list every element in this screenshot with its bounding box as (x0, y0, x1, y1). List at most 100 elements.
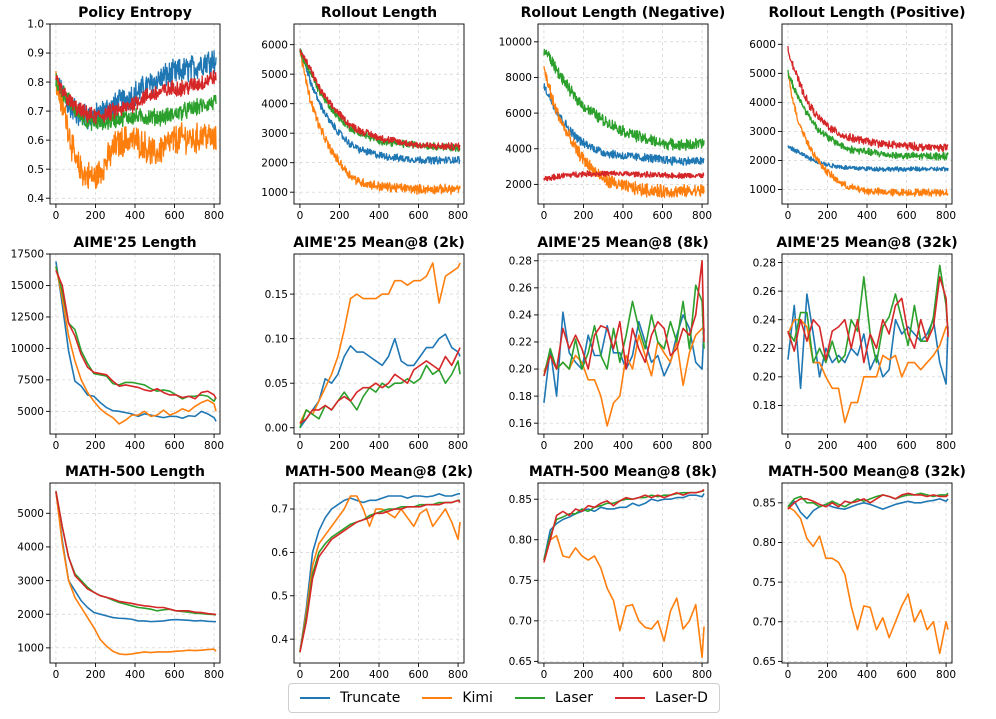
panel-math-500-length-ytick-label: 4000 (17, 542, 44, 554)
panel-math-500-mean-8-2k-xtick-label: 400 (369, 669, 389, 681)
panel-policy-entropy-series-group (55, 50, 217, 190)
panel-aime-25-mean-8-2k-ytick-label: 0.05 (265, 378, 288, 390)
panel-rollout-length-positive-xtick-label: 800 (936, 210, 956, 222)
panel-math-500-mean-8-2k-ytick-label: 0.6 (271, 547, 288, 559)
panel-aime-25-mean-8-32k-title: AIME'25 Mean@8 (32k) (776, 235, 957, 251)
panel-math-500-mean-8-2k-line-truncate (299, 493, 461, 653)
panel-rollout-length-negative-ytick-label: 2000 (505, 179, 532, 191)
panel-rollout-length-negative-ytick-label: 4000 (505, 143, 532, 155)
panel-aime-25-mean-8-8k-line-kimi (543, 327, 705, 427)
panel-policy-entropy-line-laser (55, 73, 217, 131)
panel-aime-25-mean-8-32k-xtick-label: 600 (897, 440, 917, 452)
panel-aime-25-mean-8-32k-line-laser-d (787, 276, 949, 364)
panel-math-500-mean-8-2k-ytick-label: 0.4 (271, 634, 288, 646)
panel-policy-entropy-frame (49, 23, 221, 205)
panel-policy-entropy-xtick-label: 200 (85, 210, 105, 222)
panel-aime-25-mean-8-2k-line-truncate (299, 333, 461, 429)
panel-aime-25-mean-8-2k-xtick-label: 400 (369, 440, 389, 452)
legend-swatch-laser (514, 697, 545, 699)
panel-rollout-length-positive-xtick-label: 0 (785, 210, 792, 222)
panel-math-500-mean-8-32k-xtick-label: 200 (817, 669, 837, 681)
panel-math-500-mean-8-2k-title: MATH-500 Mean@8 (2k) (285, 464, 473, 480)
panel-math-500-length-ytick-label: 2000 (17, 609, 44, 621)
panel-rollout-length-positive-xtick-label: 200 (817, 210, 837, 222)
panel-aime-25-length-xtick-label: 200 (85, 440, 105, 452)
panel-policy-entropy-ytick-label: 0.7 (27, 106, 44, 118)
panel-policy-entropy-xtick-label: 800 (204, 210, 224, 222)
legend-swatch-truncate (299, 697, 330, 699)
panel-math-500-length-xtick-label: 400 (125, 669, 145, 681)
panel-policy-entropy-ytick-label: 1.0 (27, 19, 44, 31)
panel-rollout-length-positive-ytick-label: 1000 (749, 184, 776, 196)
panel-math-500-mean-8-8k-ytick-label: 0.85 (509, 494, 532, 506)
panel-aime-25-mean-8-8k-ytick-label: 0.24 (509, 310, 533, 322)
panel-math-500-mean-8-2k-xtick-label: 600 (409, 669, 429, 681)
panel-aime-25-mean-8-8k-ytick-label: 0.20 (509, 364, 532, 376)
panel-rollout-length-negative-xtick-label: 200 (573, 210, 593, 222)
panel-policy-entropy: 0.4 0.5 0.6 0.7 0.8 0.9 1.0 0 200 400 600 800 Policy… (27, 5, 224, 222)
legend-label-kimi: Kimi (462, 690, 493, 706)
panel-math-500-mean-8-2k: 0.4 0.5 0.6 0.7 0 200 400 600 800 MATH-500 Mean@8… (271, 464, 473, 681)
panel-aime-25-length-line-laser-d (55, 270, 217, 400)
panel-aime-25-mean-8-2k-ytick-label: 0.00 (265, 422, 288, 434)
panel-math-500-mean-8-2k-xtick-label: 0 (297, 669, 304, 681)
panel-aime-25-length: 5000 7500 10000 12500 15000 17500 0 200 400 600 80… (11, 235, 224, 452)
panel-aime-25-mean-8-8k-xtick-label: 400 (613, 440, 633, 452)
panel-aime-25-length-frame (49, 253, 221, 435)
panel-rollout-length-ytick-label: 6000 (261, 39, 288, 51)
panel-rollout-length-negative-line-truncate (543, 83, 705, 166)
panel-rollout-length-negative-xtick-label: 0 (541, 210, 548, 222)
panel-math-500-mean-8-32k-series-group (787, 492, 949, 655)
panel-rollout-length-positive-ytick-label: 4000 (749, 97, 776, 109)
panel-rollout-length-line-truncate (299, 48, 461, 165)
panel-rollout-length-positive-line-kimi (787, 73, 949, 197)
panel-math-500-mean-8-8k-xtick-label: 600 (653, 669, 673, 681)
panel-aime-25-mean-8-8k-ytick-label: 0.26 (509, 283, 533, 295)
panel-math-500-mean-8-8k-xtick-label: 0 (541, 669, 548, 681)
panel-math-500-length-xtick-label: 800 (204, 669, 224, 681)
panel-math-500-mean-8-8k-title: MATH-500 Mean@8 (8k) (529, 464, 717, 480)
panel-aime-25-mean-8-32k-series-group (787, 264, 949, 424)
panel-math-500-mean-8-8k-line-laser (543, 490, 705, 561)
panel-math-500-length: 1000 2000 3000 4000 5000 0 200 400 600 800 MATH-50… (17, 464, 224, 681)
panel-policy-entropy-title: Policy Entropy (78, 5, 192, 21)
panel-math-500-length-frame (49, 482, 221, 664)
panel-math-500-mean-8-32k-ytick-label: 0.65 (753, 656, 776, 668)
panel-math-500-mean-8-8k-ytick-label: 0.75 (509, 575, 532, 587)
panel-rollout-length-xtick-label: 400 (369, 210, 389, 222)
panel-aime-25-mean-8-2k-xtick-label: 600 (409, 440, 429, 452)
panel-policy-entropy-line-laser-d (55, 69, 217, 125)
panel-math-500-mean-8-32k-ytick-label: 0.75 (753, 577, 776, 589)
panel-math-500-length-series-group (55, 491, 217, 656)
panel-rollout-length-line-kimi (299, 48, 461, 196)
panel-rollout-length-positive-xtick-label: 600 (897, 210, 917, 222)
panel-math-500-length-ytick-label: 1000 (17, 643, 44, 655)
panel-aime-25-length-series-group (55, 261, 217, 425)
panel-rollout-length-negative-ytick-label: 10000 (499, 37, 532, 49)
panel-aime-25-mean-8-32k-frame (781, 253, 953, 435)
panel-rollout-length-negative-line-laser (543, 48, 705, 151)
panel-rollout-length-positive-line-laser (787, 69, 949, 161)
panel-math-500-mean-8-32k-xtick-label: 600 (897, 669, 917, 681)
panel-aime-25-mean-8-32k: 0.18 0.20 0.22 0.24 0.26 0.28 0 200 400 600 800 AIM… (753, 235, 958, 452)
panel-math-500-mean-8-8k-ytick-label: 0.80 (509, 534, 532, 546)
panel-aime-25-mean-8-32k-ytick-label: 0.24 (753, 314, 777, 326)
panel-rollout-length-positive-title: Rollout Length (Positive) (768, 5, 965, 21)
panel-aime-25-mean-8-8k-ytick-label: 0.16 (509, 418, 533, 430)
panel-aime-25-mean-8-32k-ytick-label: 0.28 (753, 257, 776, 269)
figure-grid: 0.4 0.5 0.6 0.7 0.8 0.9 1.0 0 200 400 600 800 Policy… (11, 5, 966, 681)
panel-rollout-length-negative-line-kimi (543, 66, 705, 199)
panel-aime-25-length-ytick-label: 5000 (17, 406, 44, 418)
legend-swatch-laser-d (614, 697, 645, 699)
panel-math-500-mean-8-32k-title: MATH-500 Mean@8 (32k) (768, 464, 966, 480)
panel-math-500-length-line-truncate (55, 491, 217, 623)
panel-rollout-length-negative-xtick-label: 400 (613, 210, 633, 222)
panel-aime-25-mean-8-32k-ytick-label: 0.20 (753, 372, 776, 384)
panel-math-500-mean-8-32k-line-truncate (787, 498, 949, 520)
panel-aime-25-mean-8-8k-xtick-label: 0 (541, 440, 548, 452)
panel-math-500-mean-8-8k-line-truncate (543, 493, 705, 561)
panel-rollout-length-positive-ytick-label: 6000 (749, 39, 776, 51)
panel-aime-25-mean-8-2k-xtick-label: 200 (329, 440, 349, 452)
panel-aime-25-mean-8-32k-xtick-label: 0 (785, 440, 792, 452)
panel-rollout-length-ytick-label: 5000 (261, 69, 288, 81)
